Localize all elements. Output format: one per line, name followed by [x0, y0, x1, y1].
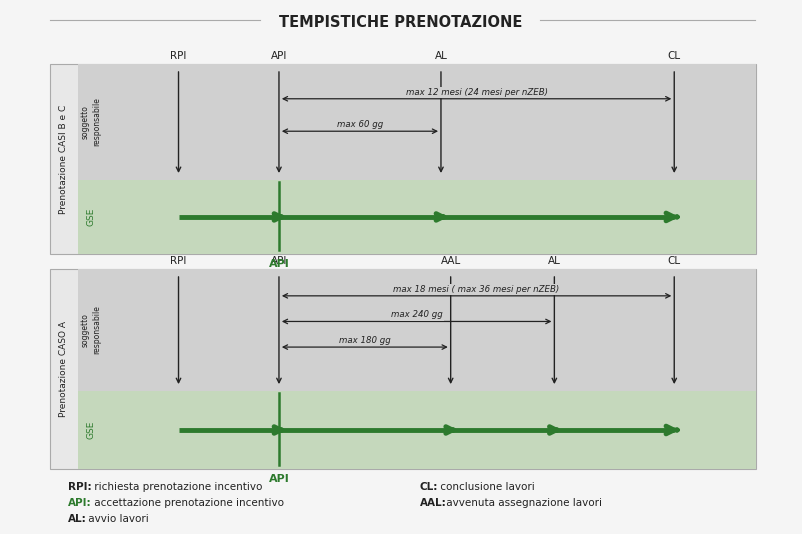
Text: API: API [270, 51, 287, 61]
Text: AAL: AAL [440, 256, 460, 266]
Text: max 60 gg: max 60 gg [336, 120, 383, 129]
Text: TEMPISTICHE PRENOTAZIONE: TEMPISTICHE PRENOTAZIONE [279, 15, 522, 30]
Text: max 18 mesi ( max 36 mesi per nZEB): max 18 mesi ( max 36 mesi per nZEB) [393, 285, 559, 294]
Bar [78, 180, 755, 254]
Text: soggetto
responsabile: soggetto responsabile [81, 98, 101, 146]
Bar [50, 269, 755, 469]
Text: RPI: RPI [170, 51, 187, 61]
Text: max 240 gg: max 240 gg [391, 310, 442, 319]
Text: avvenuta assegnazione lavori: avvenuta assegnazione lavori [443, 498, 602, 508]
Text: max 12 mesi (24 mesi per nZEB): max 12 mesi (24 mesi per nZEB) [405, 88, 547, 97]
Text: accettazione prenotazione incentivo: accettazione prenotazione incentivo [91, 498, 284, 508]
Text: AL:: AL: [68, 514, 87, 524]
Text: AL: AL [547, 256, 560, 266]
Bar [78, 391, 755, 469]
Bar [78, 269, 755, 391]
Text: API: API [268, 474, 289, 484]
Bar [78, 64, 755, 180]
Text: Prenotazione CASI B e C: Prenotazione CASI B e C [59, 104, 68, 214]
Text: AAL:: AAL: [419, 498, 446, 508]
Text: CL: CL [666, 51, 680, 61]
Text: conclusione lavori: conclusione lavori [437, 482, 534, 492]
Text: Prenotazione CASO A: Prenotazione CASO A [59, 321, 68, 417]
Text: API: API [268, 259, 289, 269]
Text: AL: AL [434, 51, 447, 61]
Text: RPI: RPI [170, 256, 187, 266]
Text: avvio lavori: avvio lavori [85, 514, 149, 524]
Text: richiesta prenotazione incentivo: richiesta prenotazione incentivo [91, 482, 262, 492]
Text: CL:: CL: [419, 482, 438, 492]
Text: API: API [270, 256, 287, 266]
Text: GSE: GSE [87, 421, 95, 439]
Text: API:: API: [68, 498, 91, 508]
Text: max 180 gg: max 180 gg [338, 336, 391, 345]
Bar [50, 64, 755, 254]
Text: GSE: GSE [87, 208, 95, 226]
Text: CL: CL [666, 256, 680, 266]
Text: RPI:: RPI: [68, 482, 91, 492]
Text: soggetto
responsabile: soggetto responsabile [81, 305, 101, 355]
